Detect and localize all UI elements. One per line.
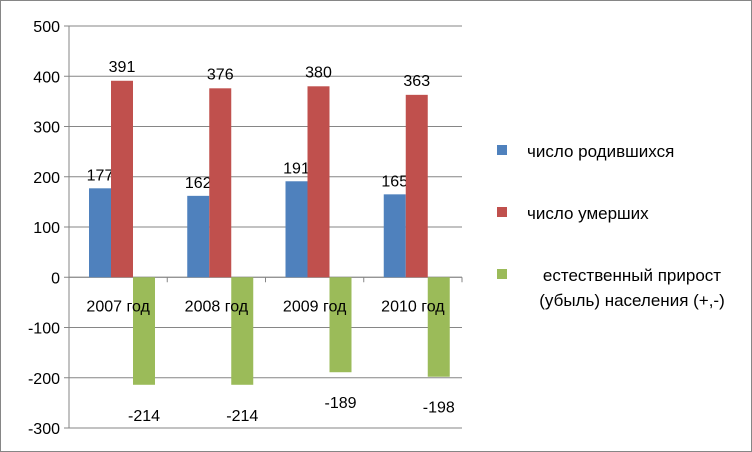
data-label-births: 177	[87, 167, 114, 184]
y-tick-label: -200	[28, 371, 60, 388]
data-label-births: 165	[381, 173, 408, 190]
data-label-deaths: 363	[403, 73, 430, 90]
legend-label-births: число родившихся	[527, 142, 675, 161]
data-label-deaths: 380	[305, 64, 332, 81]
legend-swatch-natural-growth	[497, 269, 507, 279]
y-tick-label: 100	[33, 220, 60, 237]
x-category-label: 2008 год	[185, 298, 249, 315]
legend-item-deaths: число умерших	[497, 201, 649, 226]
data-label-deaths: 376	[207, 66, 234, 83]
legend-label-deaths: число умерших	[527, 204, 649, 223]
legend-swatch-births	[497, 145, 507, 155]
y-tick-label: 0	[51, 270, 60, 287]
bar-deaths	[111, 80, 133, 278]
data-label-births: 162	[185, 175, 212, 192]
legend-item-births: число родившихся	[497, 139, 674, 164]
legend-swatch-deaths	[497, 207, 507, 217]
data-label-natural-growth: -214	[226, 408, 258, 425]
bar-births	[285, 181, 308, 278]
y-tick-label: -100	[28, 321, 60, 338]
x-category-label: 2009 год	[283, 298, 347, 315]
data-label-natural-growth: -198	[423, 400, 455, 417]
bar-natural-growth	[133, 277, 155, 385]
bar-natural-growth	[329, 277, 352, 373]
y-tick-label: 200	[33, 170, 60, 187]
bar-births	[383, 194, 406, 278]
bar-deaths	[307, 86, 330, 278]
data-label-natural-growth: -189	[324, 395, 356, 412]
legend-label-natural-growth: естественный прирост (убыль) населения (…	[539, 266, 725, 310]
x-category-label: 2007 год	[86, 298, 150, 315]
bar-natural-growth	[231, 277, 254, 385]
bar-deaths	[405, 94, 428, 278]
y-tick-label: 300	[33, 120, 60, 137]
y-tick-label: -300	[28, 421, 60, 438]
bar-natural-growth	[427, 277, 450, 377]
bar-births	[187, 195, 210, 278]
bar-births	[89, 188, 111, 278]
x-category-label: 2010 год	[381, 298, 445, 315]
legend-item-natural-growth: естественный прирост (убыль) населения (…	[497, 263, 737, 313]
bar-deaths	[209, 88, 232, 278]
data-label-natural-growth: -214	[128, 408, 160, 425]
data-label-deaths: 391	[109, 59, 136, 76]
data-label-births: 191	[283, 160, 310, 177]
y-tick-label: 500	[33, 19, 60, 36]
y-tick-label: 400	[33, 69, 60, 86]
